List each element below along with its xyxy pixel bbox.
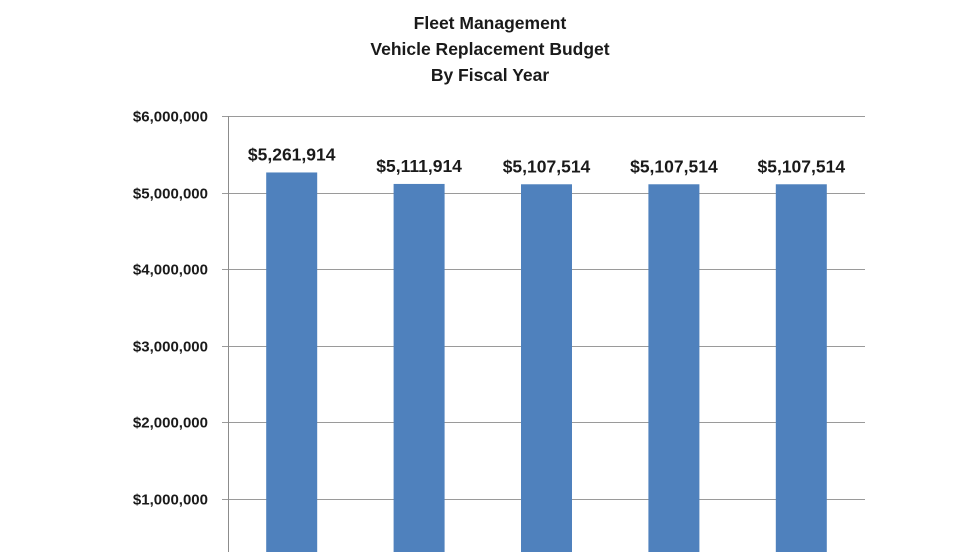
y-tick-label: $1,000,000 (133, 492, 208, 509)
y-tick-label: $5,000,000 (133, 186, 208, 203)
y-tick-label: $3,000,000 (133, 339, 208, 356)
data-label: $5,107,514 (758, 156, 846, 176)
chart-title-line-3: By Fiscal Year (430, 65, 550, 85)
data-label: $5,107,514 (503, 156, 591, 176)
bar (266, 172, 318, 552)
y-tick-label: $4,000,000 (133, 262, 208, 279)
data-label: $5,111,914 (376, 156, 462, 176)
y-tick-label: $6,000,000 (133, 109, 208, 126)
bar (393, 183, 445, 552)
y-tick-label: $2,000,000 (133, 415, 208, 432)
data-label: $5,107,514 (630, 156, 718, 176)
bar (521, 184, 572, 552)
chart-title: Fleet Management Vehicle Replacement Bud… (0, 10, 980, 88)
chart-title-line-2: Vehicle Replacement Budget (370, 39, 610, 59)
bar (648, 184, 700, 552)
data-label: $5,261,914 (248, 144, 336, 164)
bar (775, 184, 827, 552)
chart-title-line-1: Fleet Management (413, 13, 567, 33)
